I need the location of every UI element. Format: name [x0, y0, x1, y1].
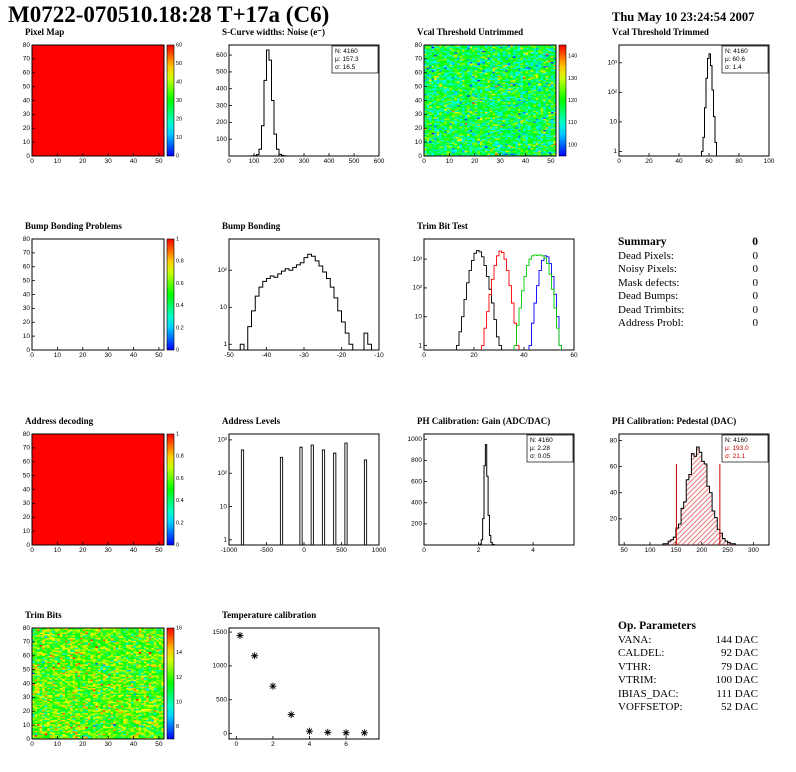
op-param-label: VTHR: — [618, 660, 651, 673]
summary-row-dead-bumps: Dead Bumps: 0 — [618, 290, 758, 304]
panel-address-decoding: Address decoding — [6, 416, 202, 559]
summary-header-row: Summary 0 — [618, 236, 758, 250]
op-param-value: 52 DAC — [721, 701, 758, 713]
panel-scurve-noise: S-Curve widths: Noise (e⁻) — [203, 27, 399, 170]
panel-trim-bit-test: Trim Bit Test — [398, 221, 594, 364]
ph-pedestal-histogram — [593, 429, 785, 559]
temperature-calibration-scatter — [203, 623, 395, 753]
op-param-row-vana: VANA: 144 DAC — [618, 634, 758, 648]
summary-row-address-probl: Address Probl: 0 — [618, 317, 758, 331]
summary-row-mask-defects: Mask defects: 0 — [618, 277, 758, 291]
panel-temperature-calibration: Temperature calibration — [203, 610, 399, 753]
summary-value: 0 — [752, 303, 759, 316]
scurve-noise-histogram — [203, 40, 395, 170]
op-param-label: VTRIM: — [618, 674, 657, 686]
summary-value: 0 — [752, 276, 759, 289]
summary-row-noisy-pixels: Noisy Pixels: 0 — [618, 263, 758, 277]
chart-title: Vcal Threshold Untrimmed — [417, 27, 524, 37]
chart-title: Trim Bit Test — [417, 221, 468, 231]
op-param-value: 100 DAC — [715, 674, 758, 686]
summary-value: 0 — [752, 249, 759, 262]
op-param-value: 79 DAC — [721, 660, 758, 673]
bump-bonding-histogram — [203, 234, 395, 364]
summary-row-dead-trimbits: Dead Trimbits: 0 — [618, 304, 758, 318]
summary-value: 0 — [752, 317, 759, 329]
op-param-row-vthr: VTHR: 79 DAC — [618, 661, 758, 675]
trim-bit-test-histograms — [398, 234, 590, 364]
summary-row-dead-pixels: Dead Pixels: 0 — [618, 250, 758, 264]
summary-value: 0 — [752, 263, 759, 275]
summary-title: Summary — [618, 236, 667, 248]
panel-address-levels: Address Levels — [203, 416, 399, 559]
op-param-label: CALDEL: — [618, 647, 665, 659]
panel-pixel-map: Pixel Map — [6, 27, 202, 170]
chart-title: PH Calibration: Gain (ADC/DAC) — [417, 416, 551, 426]
panel-bump-bonding: Bump Bonding — [203, 221, 399, 364]
op-param-row-caldel: CALDEL: 92 DAC — [618, 647, 758, 661]
ph-gain-histogram — [398, 429, 590, 559]
vcal-untrimmed-heatmap — [398, 40, 590, 170]
panel-ph-gain: PH Calibration: Gain (ADC/DAC) — [398, 416, 594, 559]
summary-value: 0 — [752, 290, 759, 302]
summary-total: 0 — [752, 236, 758, 248]
op-parameters-header-row: Op. Parameters — [618, 620, 758, 634]
summary-label: Dead Trimbits: — [618, 303, 685, 316]
panel-ph-pedestal: PH Calibration: Pedestal (DAC) — [593, 416, 789, 559]
summary-label: Noisy Pixels: — [618, 263, 677, 275]
op-param-label: IBIAS_DAC: — [618, 687, 679, 700]
op-param-label: VANA: — [618, 633, 652, 646]
bump-bonding-problems-heatmap — [6, 234, 198, 364]
page-title: M0722-070510.18:28 T+17a (C6) — [8, 2, 330, 27]
op-param-value: 111 DAC — [716, 687, 758, 700]
chart-title: S-Curve widths: Noise (e⁻) — [222, 27, 325, 37]
trim-bits-heatmap — [6, 623, 198, 753]
op-param-row-vtrim: VTRIM: 100 DAC — [618, 674, 758, 688]
address-decoding-heatmap — [6, 429, 198, 559]
chart-title: Address decoding — [25, 416, 94, 426]
chart-title: Trim Bits — [25, 610, 62, 620]
op-param-value: 144 DAC — [715, 633, 758, 646]
summary-label: Dead Pixels: — [618, 249, 674, 262]
chart-title: Address Levels — [222, 416, 281, 426]
chart-title: Vcal Threshold Trimmed — [612, 27, 709, 37]
op-parameters-title: Op. Parameters — [618, 620, 696, 632]
op-param-row-voffsetop: VOFFSETOP: 52 DAC — [618, 701, 758, 715]
panel-bump-bonding-problems: Bump Bonding Problems — [6, 221, 202, 364]
chart-title: Pixel Map — [25, 27, 65, 37]
chart-title: Bump Bonding Problems — [25, 221, 122, 231]
op-param-value: 92 DAC — [721, 647, 758, 659]
summary-panel: Summary 0 Dead Pixels: 0 Noisy Pixels: 0… — [618, 236, 758, 331]
vcal-trimmed-histogram — [593, 40, 785, 170]
timestamp: Thu May 10 23:24:54 2007 — [612, 10, 755, 24]
op-parameters-panel: Op. Parameters VANA: 144 DAC CALDEL: 92 … — [618, 620, 758, 715]
summary-label: Dead Bumps: — [618, 290, 679, 302]
address-levels-histogram — [203, 429, 395, 559]
chart-title: Bump Bonding — [222, 221, 281, 231]
summary-label: Address Probl: — [618, 317, 684, 329]
chart-title: Temperature calibration — [222, 610, 317, 620]
chart-title: PH Calibration: Pedestal (DAC) — [612, 416, 737, 426]
panel-trim-bits: Trim Bits — [6, 610, 202, 753]
op-param-row-ibias-dac: IBIAS_DAC: 111 DAC — [618, 688, 758, 702]
panel-vcal-untrimmed: Vcal Threshold Untrimmed — [398, 27, 594, 170]
op-param-label: VOFFSETOP: — [618, 701, 683, 713]
summary-label: Mask defects: — [618, 276, 680, 289]
pixel-map-heatmap — [6, 40, 198, 170]
panel-vcal-trimmed: Vcal Threshold Trimmed — [593, 27, 789, 170]
